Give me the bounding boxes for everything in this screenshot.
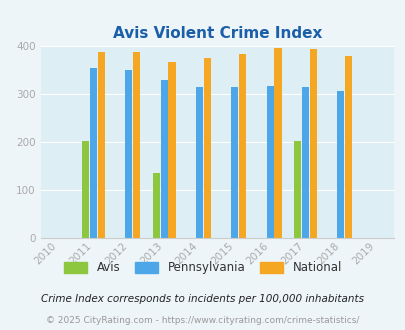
Text: © 2025 CityRating.com - https://www.cityrating.com/crime-statistics/: © 2025 CityRating.com - https://www.city… <box>46 316 359 325</box>
Bar <box>309 49 316 238</box>
Title: Avis Violent Crime Index: Avis Violent Crime Index <box>112 26 321 41</box>
Bar <box>160 80 167 238</box>
Text: Crime Index corresponds to incidents per 100,000 inhabitants: Crime Index corresponds to incidents per… <box>41 294 364 304</box>
Bar <box>133 52 140 238</box>
Bar <box>274 48 281 238</box>
Bar <box>153 173 160 238</box>
Bar <box>337 91 343 238</box>
Bar <box>125 70 132 238</box>
Bar <box>82 141 89 238</box>
Bar <box>203 58 210 238</box>
Bar <box>239 54 245 238</box>
Legend: Avis, Pennsylvania, National: Avis, Pennsylvania, National <box>59 257 346 279</box>
Bar <box>98 52 104 238</box>
Bar <box>301 87 308 238</box>
Bar <box>294 141 301 238</box>
Bar <box>266 86 273 238</box>
Bar <box>168 61 175 238</box>
Bar <box>231 87 238 238</box>
Bar <box>344 56 351 238</box>
Bar <box>90 68 97 238</box>
Bar <box>196 87 202 238</box>
